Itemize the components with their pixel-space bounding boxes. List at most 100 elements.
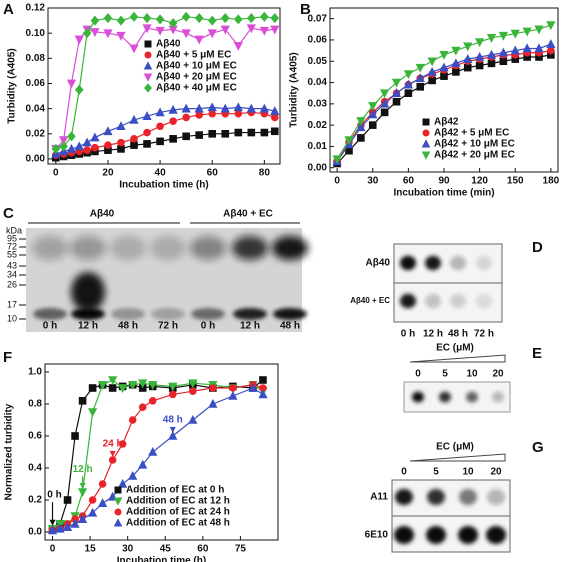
x-tick-label: 45 <box>160 544 172 555</box>
marker <box>270 13 280 24</box>
legend-label: Addition of EC at 24 h <box>126 507 230 518</box>
column-label: 72 h <box>474 329 494 340</box>
y-tick-label: 0.03 <box>308 98 328 109</box>
y-tick-label: 0.02 <box>26 128 46 139</box>
smear <box>232 236 268 260</box>
dot <box>400 255 416 271</box>
y-axis-label: Turbidity (A405) <box>289 52 300 127</box>
marker <box>59 141 68 152</box>
marker <box>98 498 108 507</box>
marker <box>498 31 508 41</box>
marker <box>155 26 165 36</box>
lane-label: 72 h <box>158 321 178 332</box>
marker <box>391 78 402 88</box>
marker <box>116 121 126 131</box>
column-label: 12 h <box>423 329 443 340</box>
arrow-head <box>79 483 86 489</box>
dot <box>476 293 492 309</box>
marker <box>380 98 390 108</box>
marker <box>247 128 256 137</box>
marker <box>182 113 190 122</box>
marker <box>168 104 178 114</box>
band <box>71 272 105 312</box>
marker <box>118 384 128 394</box>
marker <box>368 109 378 119</box>
marker <box>534 43 544 53</box>
plot-frame <box>47 7 281 165</box>
column-label: 5 <box>442 369 448 380</box>
row-label: Aβ40 <box>366 258 391 269</box>
dot <box>427 488 445 506</box>
marker <box>207 102 217 112</box>
dot <box>394 526 414 544</box>
marker <box>380 108 389 117</box>
dot <box>486 526 506 544</box>
marker <box>74 141 84 151</box>
legend-label: Addition of EC at 12 h <box>126 496 230 507</box>
panel-label: A <box>3 1 14 18</box>
marker <box>117 138 125 147</box>
marker <box>88 496 97 504</box>
marker <box>259 26 269 36</box>
marker <box>142 111 152 120</box>
marker <box>260 128 269 137</box>
marker <box>475 51 485 61</box>
dot <box>425 255 441 271</box>
marker-label: 26 <box>7 279 17 289</box>
marker <box>143 73 153 82</box>
marker <box>62 522 73 531</box>
marker <box>104 141 112 149</box>
marker <box>143 140 151 148</box>
marker <box>451 58 461 68</box>
x-tick-label: 40 <box>155 168 167 179</box>
x-tick-label: 30 <box>367 176 379 187</box>
dot <box>395 488 413 506</box>
band <box>111 308 145 320</box>
marker <box>421 151 431 160</box>
marker <box>103 29 113 39</box>
row-label: A11 <box>370 492 388 503</box>
conc-label: EC (μM) <box>436 442 474 453</box>
x-tick-label: 15 <box>85 544 97 555</box>
marker <box>182 132 190 141</box>
dot <box>425 293 441 309</box>
band <box>151 308 185 320</box>
marker <box>71 432 79 440</box>
marker <box>403 79 413 89</box>
y-tick-label: 0.2 <box>28 495 42 506</box>
marker <box>82 28 92 39</box>
group-label: Aβ40 <box>90 209 115 220</box>
marker <box>270 113 279 122</box>
dot <box>487 488 505 506</box>
marker <box>128 470 138 480</box>
y-tick-label: 0.10 <box>26 28 46 39</box>
marker <box>138 379 148 389</box>
lane-label: 12 h <box>78 321 98 332</box>
marker <box>88 384 97 392</box>
marker <box>234 14 243 25</box>
marker <box>415 73 425 83</box>
arrow-head <box>49 519 56 526</box>
x-axis-label: Incubation time (min) <box>393 188 494 199</box>
marker <box>547 46 555 55</box>
marker <box>82 137 92 147</box>
marker <box>129 114 139 124</box>
marker <box>47 525 58 535</box>
marker <box>270 25 280 35</box>
marker <box>534 25 544 35</box>
marker <box>427 57 437 67</box>
smear <box>70 236 106 260</box>
x-tick-label: 0 <box>53 168 59 179</box>
marker <box>156 122 164 131</box>
marker-label: 10 <box>7 313 17 323</box>
dot <box>450 255 466 271</box>
marker <box>108 456 117 464</box>
smear <box>32 236 68 260</box>
marker <box>428 76 436 85</box>
band <box>71 308 105 320</box>
marker <box>332 155 342 165</box>
marker <box>155 14 165 25</box>
y-tick-label: 0.02 <box>308 120 328 131</box>
marker <box>451 46 461 56</box>
marker <box>233 41 243 51</box>
